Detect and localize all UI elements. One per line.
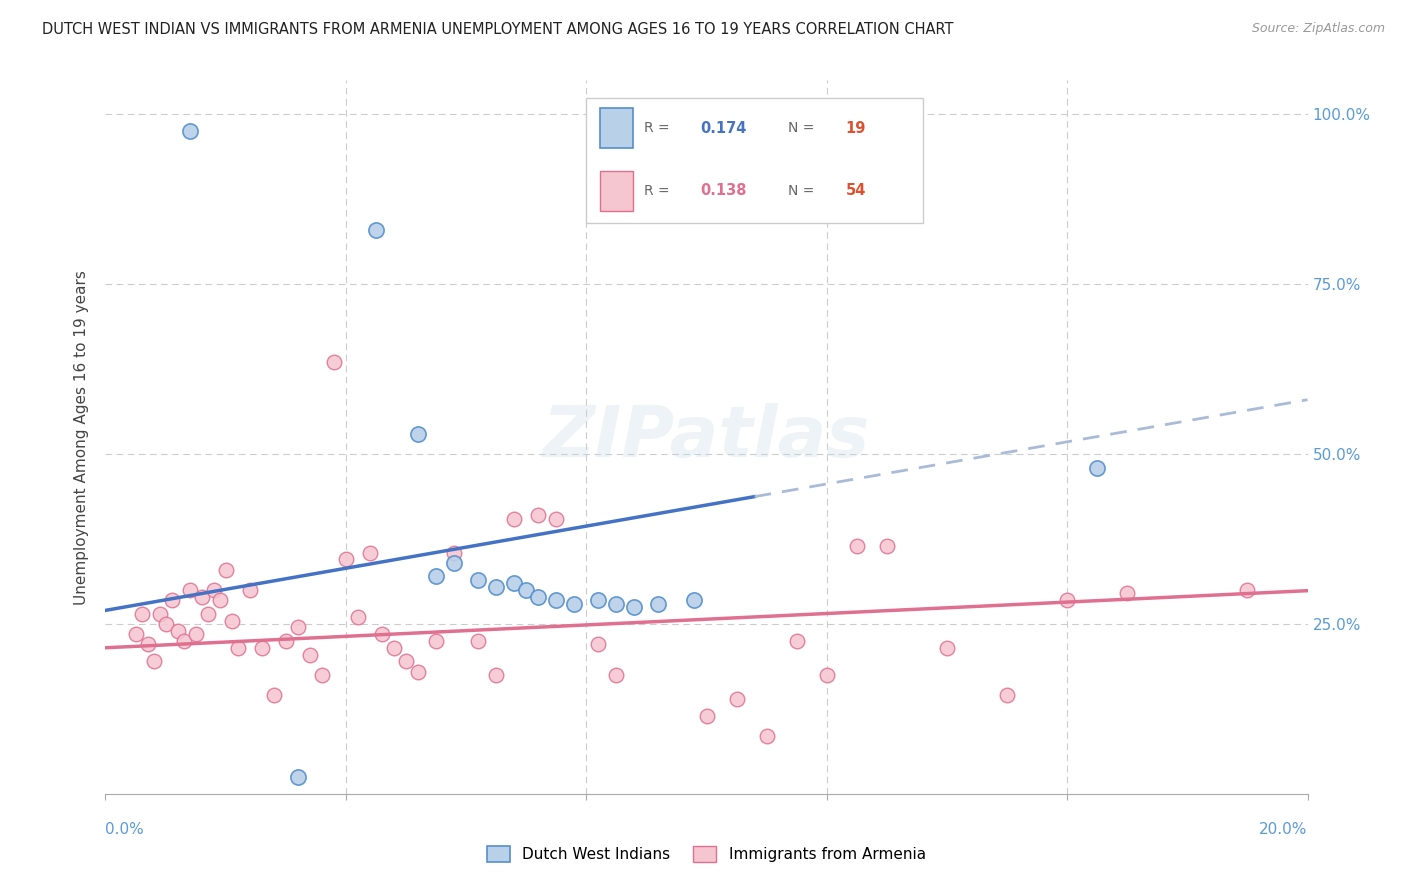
Point [406, 665, 429, 679]
Point [263, 689, 285, 703]
Point [425, 634, 447, 648]
Point [226, 640, 249, 655]
Point [588, 637, 610, 651]
Point [214, 563, 236, 577]
Point [179, 124, 201, 138]
Point [142, 654, 165, 668]
Point [190, 590, 212, 604]
Point [239, 582, 262, 597]
Point [155, 617, 177, 632]
Point [406, 426, 429, 441]
Point [786, 634, 808, 648]
Text: 20.0%: 20.0% [1260, 822, 1308, 837]
Point [725, 691, 748, 706]
Point [359, 546, 381, 560]
Point [605, 597, 627, 611]
Point [274, 634, 297, 648]
Point [995, 689, 1018, 703]
Point [202, 582, 225, 597]
Point [467, 634, 489, 648]
Point [546, 511, 568, 525]
Point [160, 593, 183, 607]
Point [221, 614, 243, 628]
Point [755, 729, 778, 743]
Point [173, 634, 195, 648]
Point [683, 593, 706, 607]
Point [647, 597, 669, 611]
Point [1085, 460, 1108, 475]
Point [1056, 593, 1078, 607]
Point [696, 708, 718, 723]
Point [503, 576, 526, 591]
Point [515, 582, 537, 597]
Point [845, 539, 868, 553]
Y-axis label: Unemployment Among Ages 16 to 19 years: Unemployment Among Ages 16 to 19 years [75, 269, 90, 605]
Point [131, 607, 153, 621]
Point [467, 573, 489, 587]
Point [197, 607, 219, 621]
Point [1236, 582, 1258, 597]
Text: ZIPatlas: ZIPatlas [543, 402, 870, 472]
Point [485, 668, 508, 682]
Text: DUTCH WEST INDIAN VS IMMIGRANTS FROM ARMENIA UNEMPLOYMENT AMONG AGES 16 TO 19 YE: DUTCH WEST INDIAN VS IMMIGRANTS FROM ARM… [42, 22, 953, 37]
Point [425, 569, 447, 583]
Point [250, 640, 273, 655]
Point [184, 627, 207, 641]
Point [546, 593, 568, 607]
Point [298, 648, 321, 662]
Point [443, 556, 465, 570]
Point [287, 770, 309, 784]
Point [605, 668, 627, 682]
Point [335, 552, 357, 566]
Point [311, 668, 333, 682]
Point [588, 593, 610, 607]
Point [936, 640, 959, 655]
Point [322, 355, 344, 369]
Point [527, 508, 550, 523]
Legend: Dutch West Indians, Immigrants from Armenia: Dutch West Indians, Immigrants from Arme… [481, 840, 932, 868]
Point [124, 627, 146, 641]
Point [287, 620, 309, 634]
Point [208, 593, 231, 607]
Text: Source: ZipAtlas.com: Source: ZipAtlas.com [1251, 22, 1385, 36]
Point [395, 654, 418, 668]
Point [148, 607, 170, 621]
Point [382, 640, 405, 655]
Point [815, 668, 838, 682]
Point [443, 546, 465, 560]
Point [876, 539, 898, 553]
Point [166, 624, 188, 638]
Text: 0.0%: 0.0% [105, 822, 145, 837]
Point [136, 637, 159, 651]
Point [1116, 586, 1139, 600]
Point [562, 597, 585, 611]
Point [503, 511, 526, 525]
Point [623, 599, 645, 614]
Point [485, 580, 508, 594]
Point [347, 610, 370, 624]
Point [179, 582, 201, 597]
Point [371, 627, 394, 641]
Point [527, 590, 550, 604]
Point [364, 223, 387, 237]
